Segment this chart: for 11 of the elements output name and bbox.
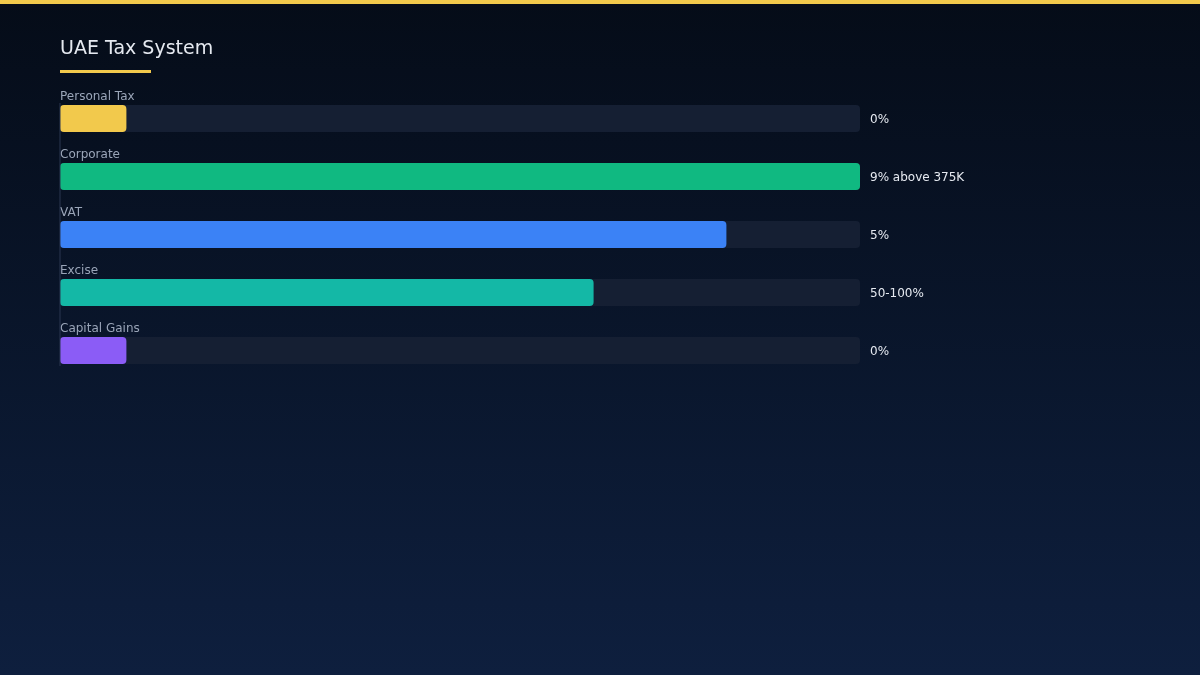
y-tick-label: Excise — [60, 263, 99, 277]
text: 5% — [870, 227, 890, 242]
text: 9% above 375K — [870, 169, 966, 184]
y-tick-label: Corporate — [60, 147, 120, 161]
chart-title: UAE Tax System — [60, 36, 214, 58]
y-tick-label: Personal Tax — [60, 89, 135, 103]
text: 0% — [870, 343, 890, 358]
text: 50-100% — [870, 285, 924, 300]
y-tick-label: VAT — [60, 205, 83, 219]
text: 0% — [870, 111, 890, 126]
y-tick-label: Capital Gains — [60, 321, 140, 335]
